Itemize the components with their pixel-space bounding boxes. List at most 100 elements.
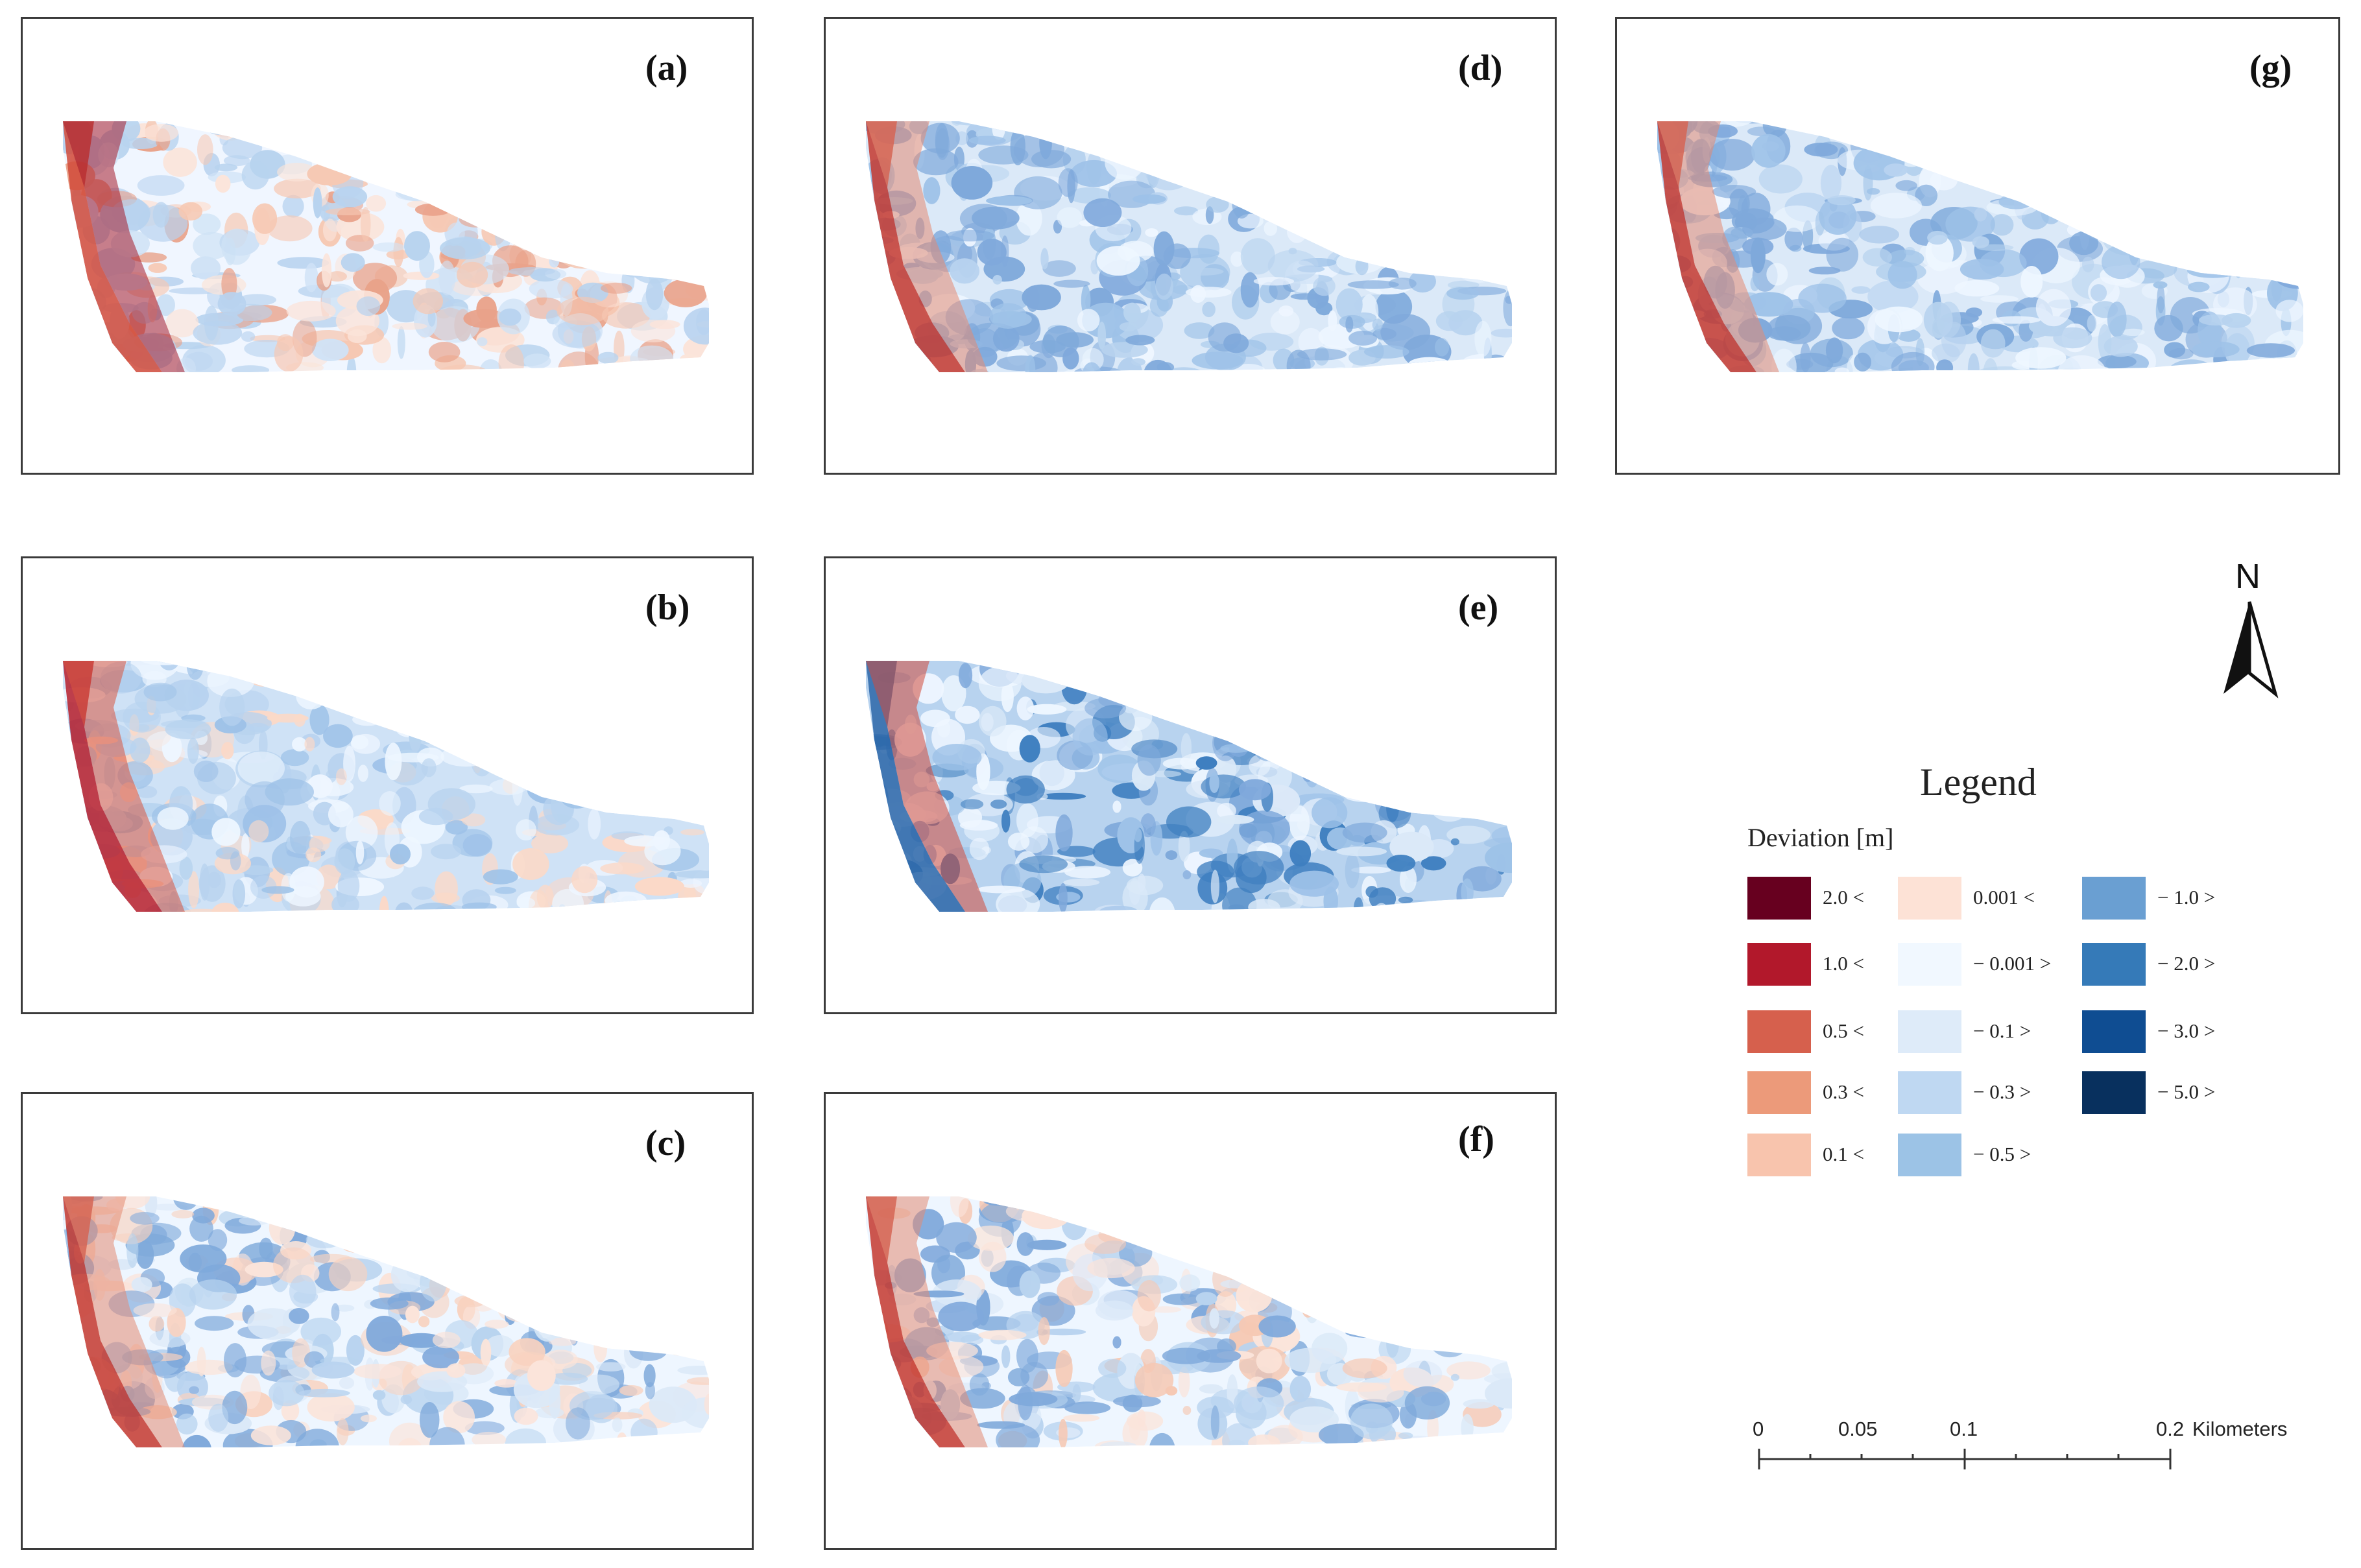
deviation-patch — [1358, 1382, 1404, 1403]
deviation-patch — [390, 161, 407, 174]
deviation-patch — [1913, 132, 1954, 161]
deviation-patch — [269, 1379, 305, 1407]
deviation-patch — [680, 362, 709, 372]
deviation-patch — [1657, 305, 1694, 341]
deviation-patch — [989, 303, 1027, 329]
deviation-patch — [2121, 328, 2145, 336]
deviation-patch — [461, 902, 497, 912]
deviation-patch — [2203, 217, 2244, 229]
deviation-patch — [1278, 190, 1306, 219]
deviation-patch — [2041, 172, 2072, 205]
deviation-patch — [390, 844, 411, 865]
deviation-patch — [1179, 1274, 1201, 1292]
deviation-patch — [1040, 1328, 1086, 1336]
deviation-patch — [189, 1279, 237, 1310]
deviation-patch — [1067, 169, 1075, 204]
deviation-patch — [107, 342, 117, 372]
deviation-patch — [345, 235, 374, 252]
deviation-patch — [1100, 1198, 1133, 1217]
deviation-patch — [252, 203, 278, 234]
deviation-patch — [63, 842, 100, 853]
deviation-patch — [1364, 241, 1412, 260]
deviation-patch — [1366, 228, 1413, 240]
deviation-patch — [2192, 188, 2205, 205]
deviation-patch — [1177, 121, 1221, 144]
deviation-patch — [2062, 187, 2113, 209]
deviation-patch — [1444, 663, 1461, 678]
deviation-patch — [1851, 286, 1871, 294]
deviation-patch — [328, 1257, 368, 1292]
deviation-patch — [638, 719, 687, 741]
deviation-patch — [237, 294, 276, 306]
deviation-patch — [2139, 180, 2150, 194]
deviation-patch — [1329, 1196, 1351, 1204]
deviation-patch — [1381, 175, 1410, 208]
deviation-patch — [560, 133, 610, 168]
deviation-patch — [1288, 678, 1338, 704]
deviation-patch — [322, 219, 337, 242]
deviation-patch — [2148, 169, 2198, 203]
deviation-patch — [1214, 157, 1233, 173]
deviation-patch — [539, 752, 581, 761]
deviation-patch — [1930, 170, 1958, 191]
deviation-patch — [1474, 320, 1492, 357]
deviation-patch — [866, 883, 885, 895]
deviation-patch — [429, 121, 445, 126]
deviation-patch — [941, 675, 966, 711]
deviation-patch — [421, 758, 437, 778]
deviation-patch — [344, 121, 361, 150]
deviation-map — [866, 121, 1512, 372]
deviation-patch — [866, 1434, 900, 1447]
deviation-patch — [1202, 674, 1251, 695]
deviation-patch — [634, 877, 684, 896]
deviation-patch — [580, 234, 597, 244]
deviation-patch — [1478, 354, 1512, 372]
deviation-patch — [508, 1218, 543, 1240]
deviation-patch — [982, 1196, 1013, 1206]
deviation-patch — [1144, 359, 1173, 372]
deviation-patch — [63, 200, 73, 235]
deviation-patch — [686, 134, 701, 144]
deviation-patch — [1484, 905, 1512, 912]
deviation-patch — [1140, 686, 1165, 706]
deviation-patch — [239, 1216, 270, 1226]
deviation-patch — [513, 194, 537, 204]
deviation-patch — [230, 662, 271, 670]
deviation-patch — [1492, 1432, 1512, 1446]
deviation-patch — [468, 695, 499, 702]
deviation-patch — [1142, 121, 1190, 143]
deviation-patch — [977, 1421, 1025, 1429]
deviation-patch — [1266, 680, 1300, 706]
deviation-patch — [1980, 329, 2006, 358]
deviation-patch — [307, 1393, 355, 1422]
deviation-patch — [388, 121, 410, 132]
deviation-patch — [571, 232, 586, 267]
deviation-patch — [422, 1196, 468, 1213]
deviation-patch — [521, 1271, 562, 1290]
deviation-patch — [1337, 691, 1376, 705]
deviation-patch — [593, 1333, 608, 1362]
deviation-patch — [446, 1363, 466, 1378]
deviation-patch — [1025, 355, 1036, 372]
legend-swatch — [1898, 1071, 1961, 1114]
deviation-patch — [1854, 352, 1871, 372]
deviation-patch — [673, 134, 709, 161]
deviation-patch — [518, 1298, 568, 1312]
deviation-patch — [523, 353, 551, 369]
deviation-patch — [621, 661, 670, 681]
deviation-patch — [619, 1385, 643, 1396]
deviation-patch — [1126, 683, 1152, 690]
deviation-patch — [1195, 1292, 1217, 1305]
deviation-patch — [2180, 192, 2221, 216]
deviation-patch — [410, 1214, 459, 1235]
deviation-patch — [630, 1418, 658, 1447]
deviation-patch — [169, 121, 198, 126]
deviation-patch — [1442, 1288, 1463, 1297]
deviation-patch — [335, 139, 375, 171]
deviation-patch — [2049, 144, 2096, 163]
deviation-patch — [1238, 779, 1271, 801]
deviation-patch — [2212, 180, 2233, 190]
deviation-patch — [1480, 1305, 1500, 1343]
legend-swatch — [1898, 877, 1961, 920]
deviation-patch — [630, 345, 674, 372]
